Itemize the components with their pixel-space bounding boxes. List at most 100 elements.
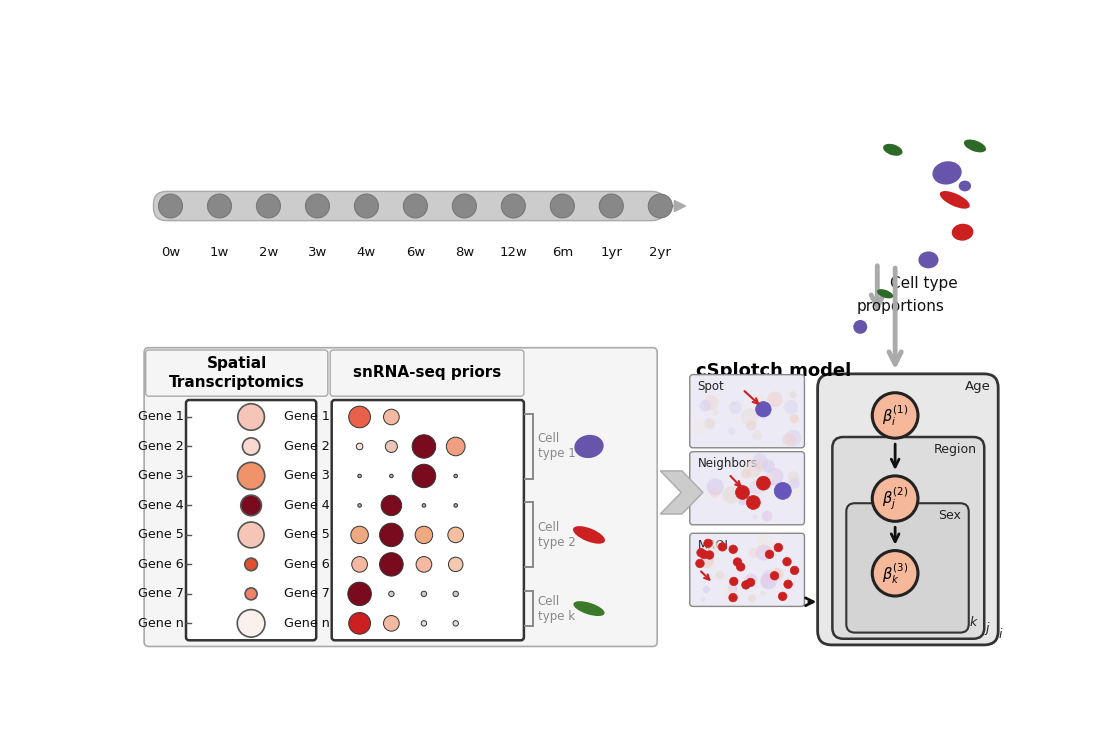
Text: 6m: 6m [551, 246, 573, 259]
Text: 2w: 2w [259, 246, 278, 259]
Circle shape [238, 522, 264, 548]
Circle shape [454, 503, 458, 507]
FancyBboxPatch shape [833, 437, 984, 639]
Circle shape [453, 591, 459, 597]
Text: snRNA-seq priors: snRNA-seq priors [353, 365, 501, 380]
Circle shape [358, 503, 362, 507]
Ellipse shape [964, 140, 987, 152]
Circle shape [788, 471, 799, 484]
Text: $\beta_j^{(2)}$: $\beta_j^{(2)}$ [882, 485, 908, 512]
Circle shape [854, 320, 867, 334]
Text: Gene n: Gene n [283, 617, 329, 630]
Circle shape [306, 194, 329, 218]
Text: Spatial
Transcriptomics: Spatial Transcriptomics [169, 356, 305, 390]
Circle shape [550, 194, 575, 218]
Circle shape [782, 433, 796, 446]
Text: Gene 3: Gene 3 [137, 470, 184, 482]
Circle shape [786, 430, 801, 446]
Circle shape [246, 588, 257, 600]
Circle shape [776, 390, 781, 396]
Circle shape [350, 526, 368, 544]
Circle shape [769, 495, 775, 501]
Circle shape [705, 551, 714, 559]
Circle shape [728, 584, 738, 593]
Circle shape [713, 410, 719, 415]
Text: Gene 5: Gene 5 [137, 528, 184, 542]
Circle shape [760, 590, 766, 595]
Text: Spot: Spot [698, 380, 724, 393]
Circle shape [741, 408, 759, 426]
Circle shape [700, 400, 711, 412]
Circle shape [348, 406, 371, 428]
Circle shape [723, 589, 739, 605]
Circle shape [764, 464, 770, 470]
Ellipse shape [877, 289, 893, 298]
Circle shape [241, 495, 261, 516]
Text: j: j [985, 622, 989, 635]
Circle shape [421, 620, 426, 626]
Circle shape [775, 543, 782, 552]
FancyBboxPatch shape [330, 350, 523, 396]
Ellipse shape [918, 251, 939, 268]
Circle shape [358, 474, 362, 478]
Circle shape [384, 615, 400, 631]
FancyBboxPatch shape [690, 534, 805, 606]
Circle shape [701, 597, 705, 602]
Circle shape [770, 568, 783, 581]
Circle shape [715, 571, 724, 579]
Circle shape [412, 465, 435, 487]
Circle shape [706, 478, 724, 495]
Circle shape [756, 545, 772, 561]
Text: Gene 2: Gene 2 [283, 440, 329, 453]
Circle shape [762, 511, 772, 521]
Ellipse shape [575, 435, 604, 458]
Ellipse shape [952, 223, 973, 240]
Circle shape [775, 482, 791, 499]
Text: $\beta_i^{(1)}$: $\beta_i^{(1)}$ [882, 403, 908, 428]
Circle shape [453, 620, 459, 626]
Circle shape [403, 194, 427, 218]
FancyBboxPatch shape [690, 375, 805, 448]
Text: 4w: 4w [357, 246, 376, 259]
Circle shape [446, 437, 465, 456]
Text: Gene 5: Gene 5 [283, 528, 329, 542]
FancyBboxPatch shape [818, 374, 998, 645]
Circle shape [762, 570, 773, 581]
Circle shape [741, 468, 751, 478]
Circle shape [728, 428, 735, 435]
Circle shape [348, 582, 372, 606]
Circle shape [766, 467, 783, 485]
Text: Cell
type 2: Cell type 2 [538, 521, 576, 549]
Circle shape [452, 194, 477, 218]
Circle shape [873, 476, 918, 521]
Circle shape [348, 612, 371, 634]
Circle shape [703, 395, 719, 411]
Ellipse shape [573, 526, 605, 544]
FancyBboxPatch shape [144, 348, 657, 647]
Circle shape [710, 487, 720, 498]
Circle shape [389, 474, 393, 478]
Text: Gene 6: Gene 6 [283, 558, 329, 571]
Circle shape [648, 194, 672, 218]
Circle shape [729, 589, 735, 596]
Circle shape [747, 420, 757, 431]
Text: 6w: 6w [406, 246, 425, 259]
Circle shape [454, 474, 458, 478]
Text: 12w: 12w [500, 246, 527, 259]
Circle shape [729, 545, 738, 553]
Circle shape [352, 556, 367, 573]
Text: MROI: MROI [698, 539, 729, 552]
Circle shape [757, 534, 773, 551]
Circle shape [766, 546, 778, 558]
Circle shape [783, 580, 792, 589]
Text: Gene 1: Gene 1 [283, 410, 329, 423]
Circle shape [696, 548, 705, 557]
Text: Gene n: Gene n [137, 617, 184, 630]
Circle shape [238, 609, 264, 637]
Circle shape [729, 401, 742, 414]
Circle shape [388, 591, 394, 597]
Circle shape [752, 514, 758, 520]
Text: Cell type: Cell type [889, 276, 958, 290]
Circle shape [756, 401, 771, 417]
Circle shape [449, 557, 463, 572]
